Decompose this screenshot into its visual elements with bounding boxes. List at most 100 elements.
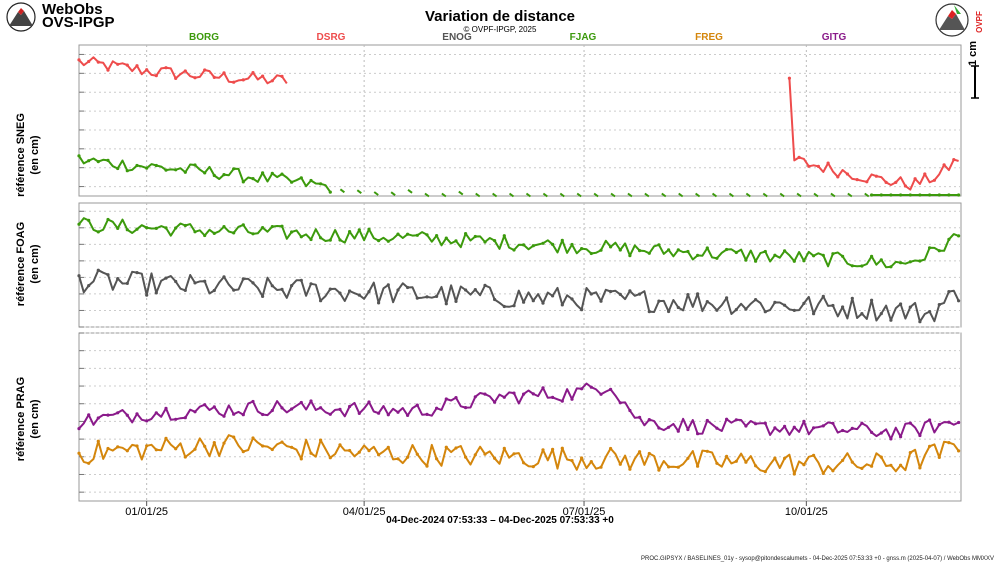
series-dsrg-point [164,66,168,70]
series-borg-sparse-mark [728,192,735,198]
series-enog-point [464,288,468,292]
series-fjag-point [580,247,584,251]
series-fjag-point [222,225,226,229]
series-dsrg-point [807,164,811,168]
series-freg-point [879,455,883,459]
series-gitg-point [241,413,245,417]
series-fjag-point [396,232,400,236]
series-dsrg-point [787,76,792,80]
series-freg-point [560,446,564,450]
series-gitg-point [145,419,149,423]
series-fjag-point [212,231,216,235]
series-freg-point [87,461,91,465]
series-enog-point [232,288,236,292]
series-freg-point [647,451,651,456]
xtick-label-3: 10/01/25 [785,506,828,518]
series-gitg-point [135,412,139,416]
series-enog-point [754,298,758,302]
series-fjag-point [570,242,574,247]
volcano-logo-icon [6,2,36,32]
series-enog-point [444,302,448,306]
brand-observatory: OVS-IPGP [42,14,115,31]
series-dsrg-point [932,178,937,182]
series-freg-point [328,456,332,460]
series-dsrg-point [923,172,927,176]
series-enog-point [783,303,787,307]
series-fjag-point [232,231,236,235]
series-fjag-point [464,232,468,236]
series-gitg-point [908,421,912,425]
series-gitg-point [425,412,429,416]
series-fjag-point [609,245,613,249]
series-gitg-point [628,408,632,413]
series-enog-point [348,289,352,293]
series-borg-sparse-mark [762,192,768,198]
series-borg-sparse-mark [678,192,684,198]
series-gitg-point [483,392,487,396]
series-fjag-point [657,243,661,247]
series-borg-point [328,190,332,194]
series-borg-point [183,170,187,174]
series-dsrg-point [797,155,801,159]
series-freg-point [870,464,874,468]
series-gitg-point [338,407,342,411]
xtick-label-2: 07/01/25 [563,506,606,518]
series-gitg-point [406,413,410,417]
series-gitg-point [580,387,584,391]
series-borg-point [957,193,961,197]
legend-freg: FREG [695,32,723,43]
series-enog-point [802,301,806,305]
series-fjag-point [947,237,951,241]
series-fjag-point [783,249,787,253]
series-enog-point [280,287,284,291]
series-borg-sparse-mark [441,192,447,198]
series-freg-point [203,444,207,448]
series-borg-point [87,159,91,163]
series-freg-point [831,469,835,473]
series-borg-point [290,180,294,184]
series-dsrg-point [241,78,245,82]
series-enog-point [261,294,265,298]
series-enog-point [725,296,729,300]
series-gitg-point [125,413,129,417]
series-borg-sparse-mark [813,192,819,198]
series-freg-point [676,465,680,469]
series-freg-point [841,458,845,462]
series-fjag-point [280,224,284,228]
series-enog-point [676,305,680,310]
series-enog-point [212,288,216,293]
series-borg-point [174,168,178,172]
series-fjag-point [841,254,845,258]
series-gitg-point [164,406,168,410]
series-enog-point [744,307,748,311]
series-fjag-point [183,223,187,228]
series-fjag-point [193,230,197,234]
series-fjag-point [831,252,835,256]
series-gitg-point [812,426,816,430]
series-dsrg-point [77,58,81,62]
series-freg-point [792,472,796,476]
series-gitg-point [725,417,729,421]
series-enog-point [222,275,226,279]
series-gitg-point [522,392,526,396]
series-gitg-point [860,421,864,425]
series-enog-point [328,287,332,291]
series-freg-point [609,446,613,451]
series-fjag-point [821,253,825,257]
series-borg-point [251,177,255,181]
date-range-label: 04-Dec-2024 07:53:33 – 04-Dec-2025 07:53… [386,515,614,526]
series-enog-point [850,296,854,300]
series-freg-point [551,447,555,451]
series-enog-point [638,292,642,296]
series-freg-point [744,460,748,464]
brand-name: WebObs [42,1,103,18]
series-borg-sparse-mark [424,192,430,198]
series-fjag-point [889,265,893,269]
series-enog-point [734,308,738,312]
series-fjag-point [435,234,439,238]
series-fjag-point [667,248,671,252]
series-enog-point [705,300,709,304]
series-freg-point [473,453,477,457]
series-freg-point [290,445,294,449]
series-fjag-point [734,250,738,255]
